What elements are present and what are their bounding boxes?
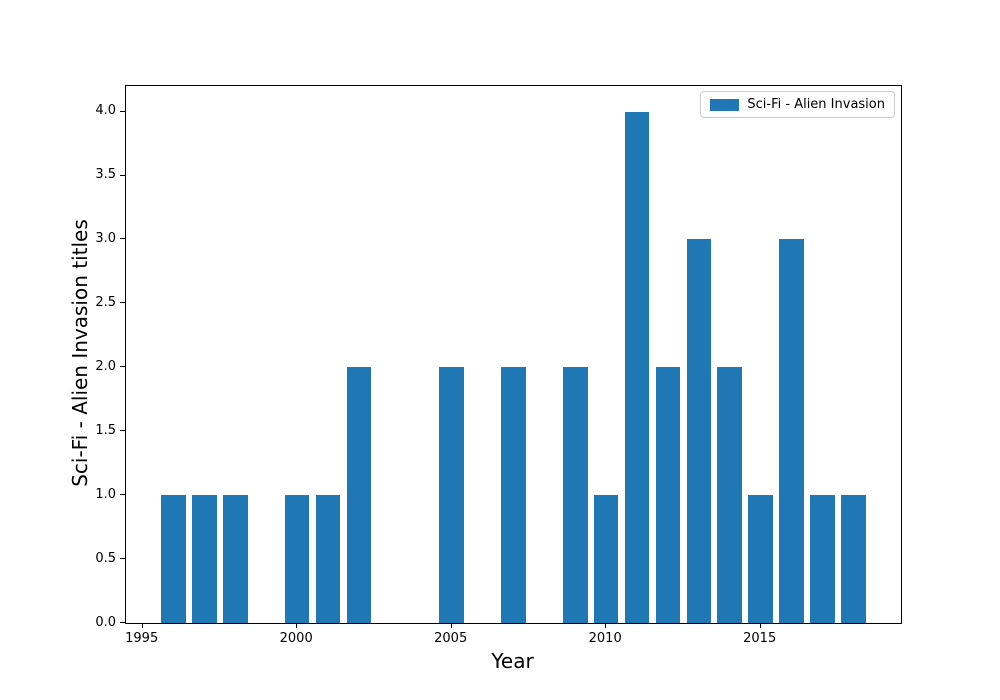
y-tick-mark-2.0 (120, 366, 125, 368)
y-tick-mark-4.0 (120, 110, 125, 112)
bar-2012 (655, 367, 681, 623)
y-tick-label-3.0: 3.0 (95, 230, 116, 246)
bar-2002 (346, 367, 372, 623)
x-tick-label-2010: 2010 (588, 631, 622, 646)
bar-2017 (810, 495, 835, 623)
y-tick-label-2.0: 2.0 (95, 358, 116, 374)
bar-2018 (841, 495, 866, 623)
bar-2014 (717, 367, 743, 623)
x-tick-label-1995: 1995 (125, 631, 159, 646)
x-tick-label-2015: 2015 (743, 631, 777, 646)
bar-2011 (624, 111, 650, 623)
x-tick-mark-2015 (759, 623, 761, 628)
bar-2013 (686, 239, 712, 623)
y-tick-label-3.5: 3.5 (95, 167, 116, 182)
y-tick-label-4.0: 4.0 (95, 103, 116, 119)
x-tick-mark-2000 (296, 623, 298, 628)
bar-1996 (161, 495, 186, 623)
y-tick-mark-1.0 (120, 494, 125, 496)
plot-area: Sci-Fi - Alien Invasion (125, 85, 902, 624)
legend: Sci-Fi - Alien Invasion (700, 91, 895, 118)
y-tick-mark-2.5 (120, 302, 125, 304)
x-tick-label-2000: 2000 (279, 631, 313, 646)
x-tick-mark-2010 (605, 623, 607, 628)
bar-2009 (562, 367, 588, 623)
y-tick-mark-0.5 (120, 558, 125, 560)
bar-2000 (284, 495, 310, 623)
bar-2001 (315, 495, 341, 623)
y-tick-mark-0.0 (120, 622, 125, 623)
bar-2016 (779, 239, 804, 623)
x-tick-label-2005: 2005 (434, 631, 468, 646)
x-axis-label: Year (491, 649, 534, 673)
bar-2010 (593, 495, 619, 623)
bar-1998 (223, 495, 248, 623)
bar-2005 (439, 367, 464, 623)
y-tick-mark-3.5 (120, 174, 125, 176)
bar-2015 (748, 495, 773, 623)
y-tick-mark-3.0 (120, 238, 125, 240)
y-tick-label-1.5: 1.5 (95, 422, 116, 438)
y-tick-label-0.5: 0.5 (95, 550, 116, 566)
y-tick-mark-1.5 (120, 430, 125, 432)
bar-2007 (501, 367, 526, 623)
y-tick-label-1.0: 1.0 (95, 486, 116, 502)
x-tick-mark-2005 (450, 623, 452, 628)
bar-1997 (192, 495, 217, 623)
y-tick-label-2.5: 2.5 (95, 294, 116, 310)
legend-swatch (710, 98, 740, 111)
y-axis-label: Sci-Fi - Alien Invasion titles (68, 219, 92, 487)
y-tick-label-0.0: 0.0 (95, 614, 116, 630)
legend-label: Sci-Fi - Alien Invasion (747, 97, 885, 112)
x-tick-mark-1995 (141, 623, 143, 628)
